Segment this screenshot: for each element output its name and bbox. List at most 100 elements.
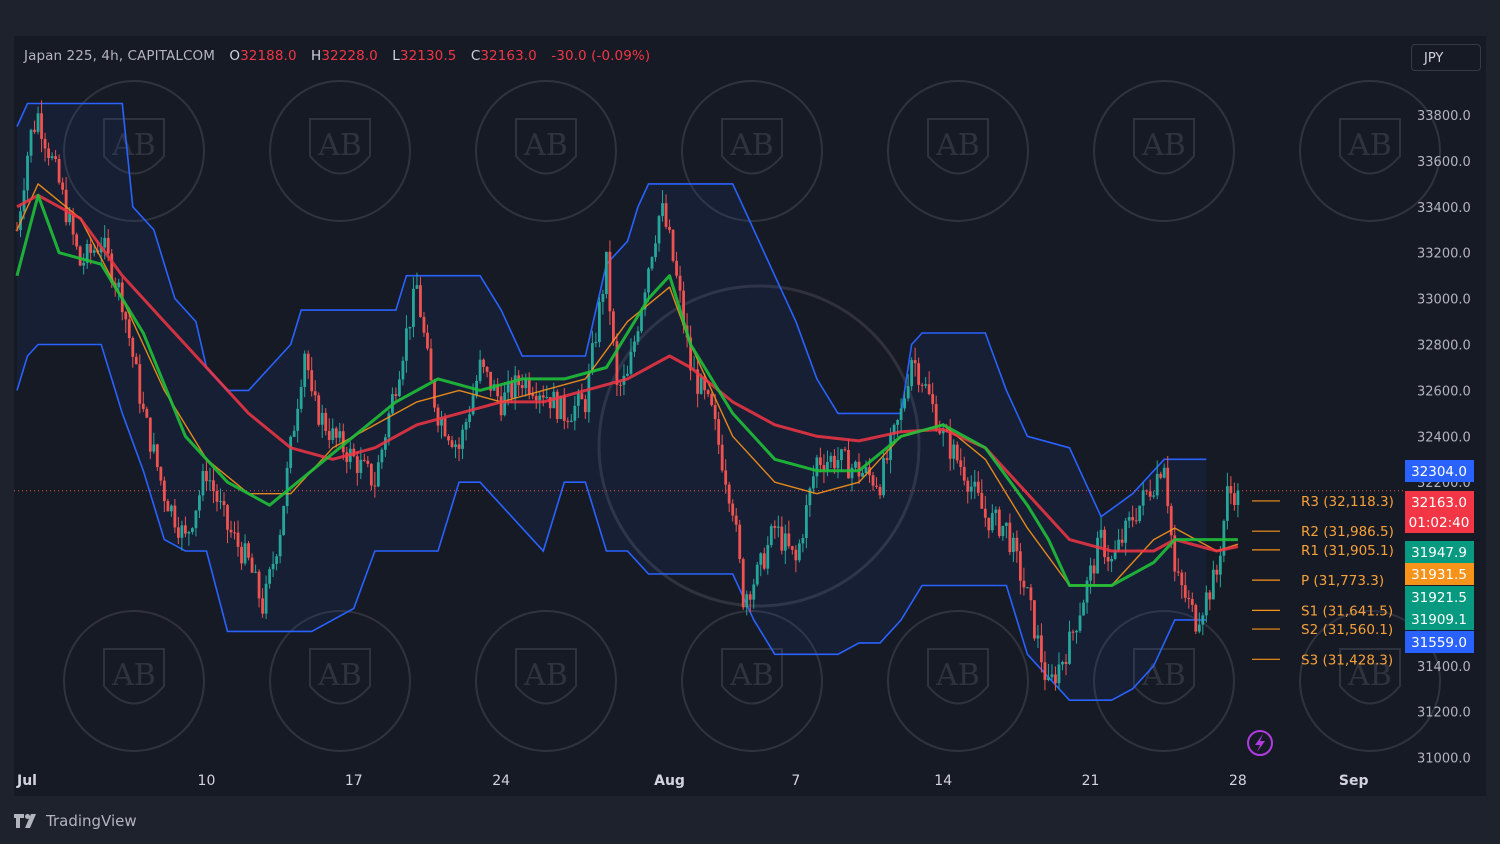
candle-body	[1047, 677, 1050, 681]
candle	[748, 591, 752, 613]
candle	[822, 454, 826, 484]
candle	[36, 106, 40, 135]
candle	[987, 517, 991, 539]
candle-body	[1082, 602, 1085, 616]
candle	[40, 100, 43, 153]
tradingview-logo[interactable]: TradingView	[14, 808, 137, 834]
candle-body	[1215, 569, 1219, 575]
candle-body	[934, 404, 938, 431]
candle	[1029, 583, 1033, 611]
candle-body	[755, 564, 759, 585]
price-tag-1: 32163.0 01:02:40	[1405, 491, 1474, 533]
watermark-ring	[269, 610, 411, 752]
candle	[1011, 532, 1015, 562]
candle-body	[478, 359, 482, 381]
candle	[412, 277, 415, 338]
symbol-title[interactable]: Japan 225, 4h, CAPITALCOM	[24, 48, 215, 64]
candle-body	[310, 370, 314, 392]
candle-body	[1085, 580, 1089, 603]
candle-body	[836, 460, 840, 469]
candle	[429, 338, 433, 381]
candle	[503, 381, 507, 417]
candle-body	[373, 485, 377, 487]
price-tag-5: 31909.1	[1405, 608, 1474, 630]
candle-body	[457, 444, 461, 449]
candle-body	[833, 455, 836, 469]
currency-button[interactable]: JPY	[1411, 44, 1481, 71]
candle-body	[22, 190, 26, 212]
candle	[794, 545, 798, 573]
candle-body	[141, 403, 145, 409]
candle	[727, 481, 731, 513]
candle-body	[264, 583, 268, 614]
candle-body	[545, 397, 549, 399]
candle-body	[882, 458, 885, 496]
candle	[176, 516, 180, 545]
pivot-label-4: S1 (31,641.5)	[1301, 603, 1393, 619]
candle-body	[471, 395, 475, 415]
candle	[650, 256, 654, 271]
candle-body	[187, 531, 191, 534]
candle-body	[559, 395, 563, 419]
candle-body	[885, 458, 889, 460]
candle	[292, 425, 296, 438]
candle	[278, 529, 282, 564]
candle-body	[1201, 615, 1205, 625]
candle-body	[703, 377, 707, 391]
watermark-ring	[63, 610, 205, 752]
candle-body	[412, 288, 415, 327]
candle-body	[36, 113, 40, 132]
candle-body	[597, 301, 601, 342]
candle	[1211, 560, 1215, 600]
candle-body	[892, 424, 896, 435]
candle-body	[1134, 520, 1138, 522]
candle-body	[1106, 557, 1110, 562]
candle-body	[33, 129, 36, 132]
x-tick-label-4: Aug	[654, 773, 685, 789]
candle-body	[1026, 587, 1029, 589]
price-chart[interactable]: AB AB AB AB AB AB AB AB AB AB AB AB AB AB R3 (32,118.3…	[14, 36, 1486, 796]
candle-body	[338, 431, 342, 438]
watermark-shield	[721, 118, 783, 175]
candle	[573, 396, 577, 431]
candle	[566, 417, 570, 429]
x-tick-label-7: 21	[1082, 773, 1100, 789]
candle-body	[394, 394, 398, 396]
lightning-icon-bolt	[1255, 734, 1265, 752]
candle-body	[138, 364, 142, 404]
candle-body	[850, 467, 854, 479]
candle	[850, 463, 854, 492]
price-tag-bg	[1405, 563, 1474, 585]
candle	[240, 541, 243, 570]
candle-body	[1187, 597, 1191, 600]
candle-body	[15, 229, 19, 231]
candle	[408, 326, 412, 340]
candle-body	[657, 216, 661, 244]
candle-body	[538, 395, 542, 401]
candle-body	[92, 250, 96, 253]
candle-body	[450, 440, 454, 447]
candle	[275, 554, 279, 571]
chart-panel[interactable]: AB AB AB AB AB AB AB AB AB AB AB AB AB AB R3 (32,118.3…	[14, 36, 1486, 796]
candle-body	[804, 505, 808, 539]
candle	[969, 475, 973, 500]
candle	[938, 420, 942, 435]
candle-body	[976, 481, 980, 493]
candle-body	[1113, 550, 1117, 559]
ema-fast-line	[15, 193, 1238, 587]
candle	[745, 590, 749, 616]
watermark-shield	[515, 118, 577, 175]
candle-body	[243, 543, 247, 564]
candle-body	[752, 584, 756, 600]
candle	[394, 387, 398, 403]
candle-body	[1057, 664, 1061, 684]
candle	[1092, 558, 1096, 586]
candle-body	[548, 397, 552, 409]
candle-body	[180, 525, 184, 538]
candle-body	[1162, 467, 1166, 478]
candle-body	[1068, 631, 1071, 664]
candle	[169, 504, 173, 517]
candle-body	[489, 371, 493, 391]
candle-body	[769, 526, 773, 546]
candle	[601, 289, 605, 315]
